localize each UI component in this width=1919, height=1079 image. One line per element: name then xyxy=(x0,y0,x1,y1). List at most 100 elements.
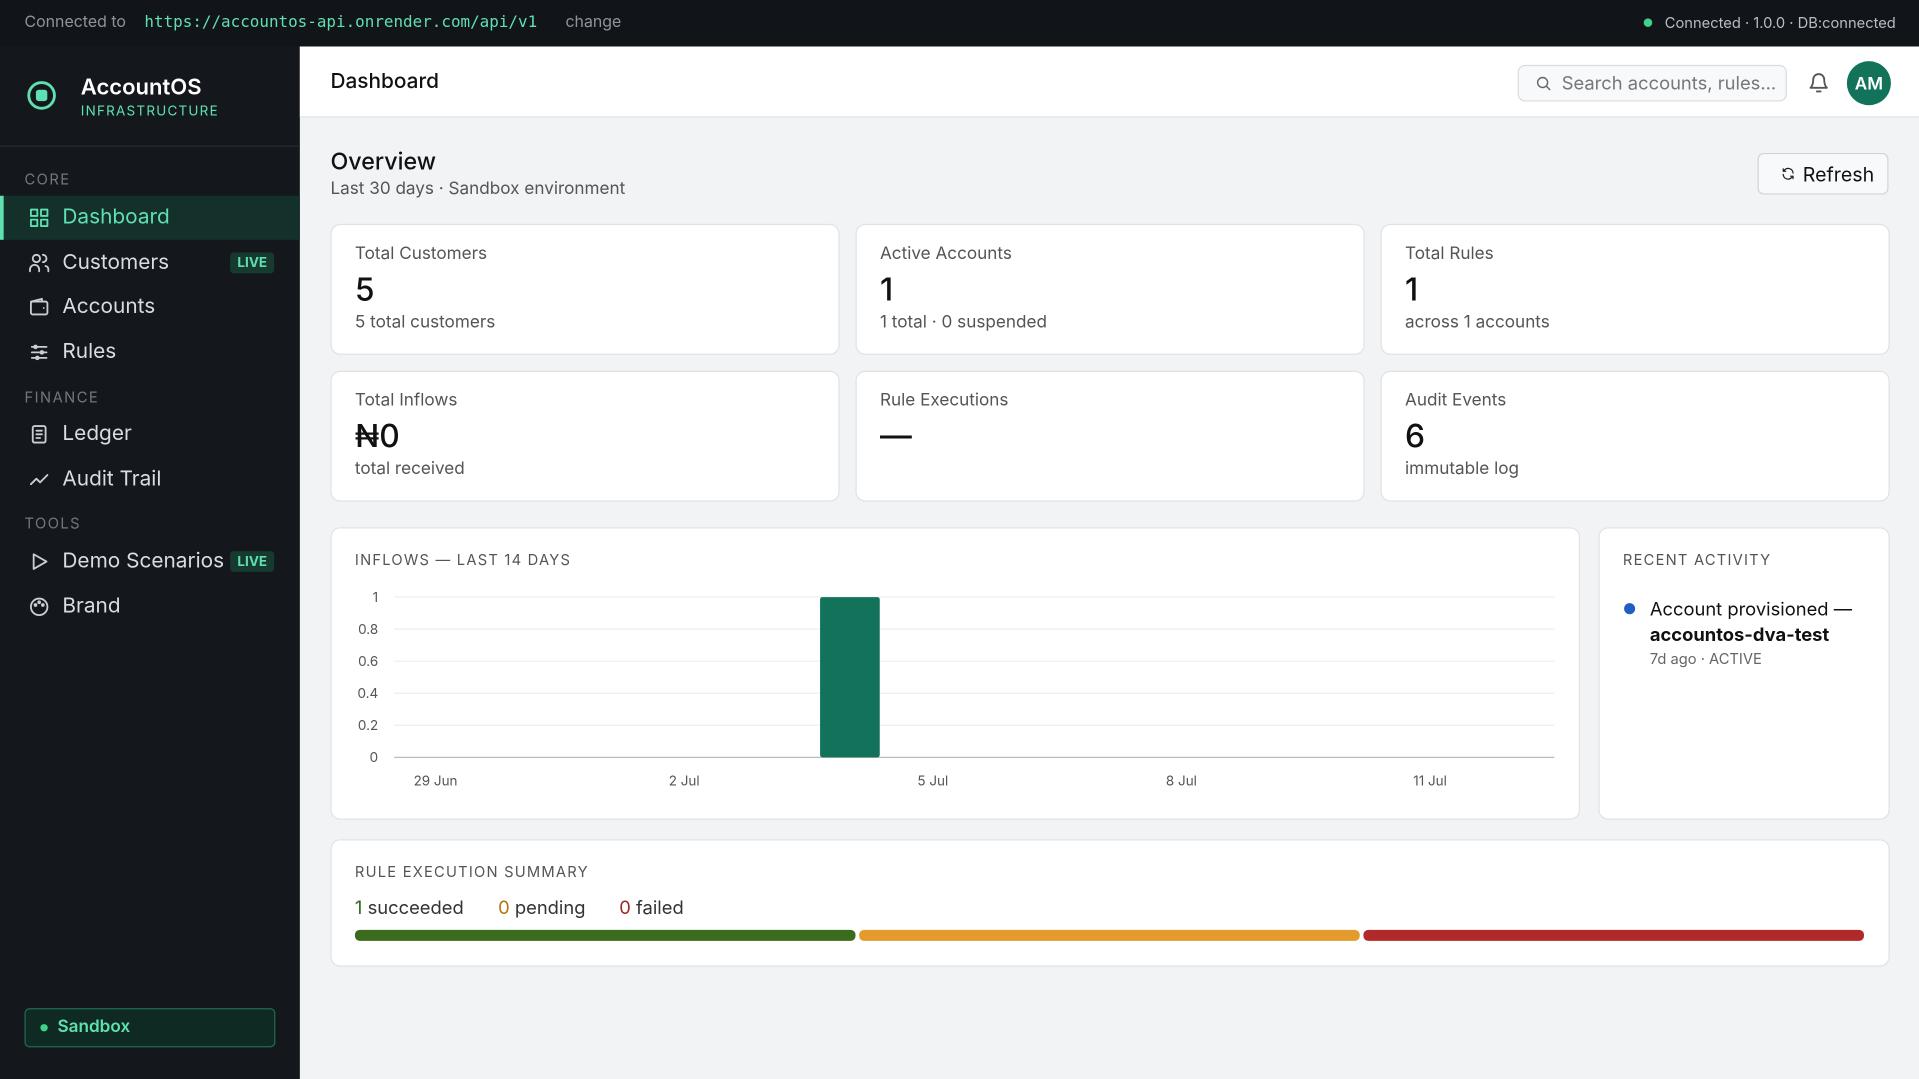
search-placeholder: Search accounts, rules... xyxy=(1561,70,1777,95)
stat-note: total received xyxy=(354,458,465,480)
bar xyxy=(820,597,880,758)
status: Connected · 1.0.0 · DB:connected xyxy=(1664,13,1896,32)
stat-value: 5 xyxy=(354,270,375,309)
icon xyxy=(1782,167,1794,180)
nav-label: Brand xyxy=(62,594,121,619)
env-box xyxy=(24,1008,276,1048)
x-tick-label: 29 Jun xyxy=(414,773,458,789)
stat-card xyxy=(855,370,1365,502)
stat-label: Total Customers xyxy=(354,242,488,264)
stat-label: Audit Events xyxy=(1405,389,1507,411)
icon xyxy=(27,81,56,110)
nav-label: Audit Trail xyxy=(62,467,162,492)
overview-title: Overview xyxy=(330,147,436,176)
icon xyxy=(1809,73,1828,93)
nav-label: Accounts xyxy=(62,294,156,320)
stat-label: Rule Executions xyxy=(879,389,1009,411)
nav-item[interactable] xyxy=(0,195,300,240)
summary-label: pending xyxy=(514,895,586,919)
stat-note: 1 total · 0 suspended xyxy=(879,311,1047,333)
summary-bar xyxy=(859,929,1360,941)
icon xyxy=(29,297,49,316)
icon xyxy=(31,425,47,444)
summary-label: succeeded xyxy=(367,895,464,919)
avatar[interactable]: AM xyxy=(1846,61,1891,106)
divider xyxy=(0,145,300,147)
stat-value: 1 xyxy=(879,270,894,309)
section-title: FINANCE xyxy=(24,387,100,406)
icon xyxy=(1536,76,1551,91)
section-title: TOOLS xyxy=(24,513,82,532)
stat-value: 6 xyxy=(1405,417,1426,456)
overview-subtitle: Last 30 days · Sandbox environment xyxy=(330,178,626,199)
activity-dot xyxy=(1624,603,1636,615)
env-dot xyxy=(40,1024,48,1032)
icon xyxy=(29,474,49,486)
api-url: https://accountos-api.onrender.com/api/v… xyxy=(144,13,538,33)
stat-value: — xyxy=(879,417,912,456)
activity-meta: 7d ago · ACTIVE xyxy=(1649,649,1762,668)
stat-note: across 1 accounts xyxy=(1405,311,1550,333)
summary-bar xyxy=(354,929,856,941)
activity-title: RECENT ACTIVITY xyxy=(1622,550,1772,569)
brand: AccountOS xyxy=(80,74,202,101)
stat-card xyxy=(330,370,840,502)
nav-label: Customers xyxy=(62,250,170,276)
summary-count: 0 xyxy=(619,895,631,919)
y-tick-label: 0.4 xyxy=(357,686,378,702)
stat-label: Total Inflows xyxy=(354,389,458,411)
refresh-label: Refresh xyxy=(1802,161,1875,187)
icon xyxy=(29,253,50,273)
summary-item: 0 failed xyxy=(619,895,683,919)
status-dot xyxy=(1643,18,1653,27)
connected-label: Connected to xyxy=(24,12,126,33)
y-tick-label: 0.8 xyxy=(358,622,378,638)
summary-count: 0 xyxy=(498,895,510,919)
env-label: Sandbox xyxy=(57,1016,131,1038)
stat-note: immutable log xyxy=(1405,458,1520,480)
summary-item: 0 pending xyxy=(498,895,586,919)
icon xyxy=(32,553,48,570)
y-tick-label: 0.6 xyxy=(358,654,378,670)
stat-value: ₦0 xyxy=(354,417,400,456)
refresh-button[interactable] xyxy=(1757,152,1889,195)
activity-name: accountos-dva-test xyxy=(1649,622,1830,647)
stat-card xyxy=(1380,223,1890,355)
summary-card xyxy=(330,839,1890,967)
chart-card xyxy=(330,527,1581,820)
icon xyxy=(29,208,49,227)
x-tick-label: 8 Jul xyxy=(1166,773,1197,789)
top-bar xyxy=(0,0,1919,47)
nav-label: Dashboard xyxy=(62,205,170,230)
stat-card xyxy=(330,223,840,355)
stat-card xyxy=(1380,370,1890,502)
chart-title: INFLOWS — LAST 14 DAYS xyxy=(354,550,572,569)
section-title: CORE xyxy=(24,169,71,189)
y-tick-label: 1 xyxy=(373,590,378,606)
summary-bar xyxy=(1363,929,1864,941)
stat-label: Active Accounts xyxy=(879,242,1012,264)
live-badge: LIVE xyxy=(230,252,275,274)
stat-value: 1 xyxy=(1405,270,1419,309)
icon xyxy=(29,597,49,617)
y-tick-label: 0.2 xyxy=(358,718,378,734)
nav-label: Ledger xyxy=(62,421,132,447)
stat-note: 5 total customers xyxy=(354,311,496,333)
x-tick-label: 5 Jul xyxy=(917,773,948,789)
y-tick-label: 0 xyxy=(370,750,379,766)
x-tick-label: 2 Jul xyxy=(669,773,700,789)
page-title: Dashboard xyxy=(330,69,439,94)
search-box[interactable] xyxy=(1517,64,1787,102)
summary-count: 1 xyxy=(354,895,363,919)
icon xyxy=(30,344,48,361)
summary-item: 1 succeeded xyxy=(354,895,464,919)
nav-label: Demo Scenarios xyxy=(62,549,225,574)
change-link[interactable]: change xyxy=(565,12,622,33)
brand-sub: INFRASTRUCTURE xyxy=(80,102,219,120)
stat-label: Total Rules xyxy=(1405,242,1494,264)
live-badge: LIVE xyxy=(230,551,275,573)
x-tick-label: 11 Jul xyxy=(1413,773,1447,789)
